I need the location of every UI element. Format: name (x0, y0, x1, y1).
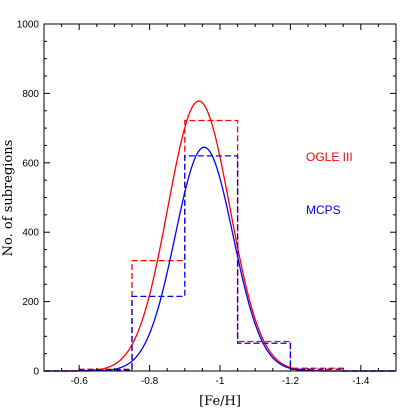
y-tick-label: 200 (22, 297, 39, 308)
legend-mcps: MCPS (306, 203, 341, 217)
x-tick-label: -0.8 (141, 376, 159, 387)
y-tick-label: 600 (22, 158, 39, 169)
x-tick-label: -1.4 (352, 376, 370, 387)
y-axis-label: No. of subregions (1, 140, 16, 257)
mcps-gaussian-fit (44, 146, 396, 372)
x-axis-label: [Fe/H] (199, 394, 241, 409)
y-tick-label: 400 (22, 228, 39, 239)
y-tick-label: 0 (33, 367, 39, 378)
x-tick-label: -1.2 (282, 376, 300, 387)
legend-ogle-iii: OGLE III (306, 150, 353, 164)
ogle-iii-gaussian-fit (44, 100, 396, 372)
y-tick-label: 800 (22, 89, 39, 100)
y-tick-label: 1000 (17, 20, 40, 31)
x-tick-label: -1 (216, 376, 225, 387)
plot-frame (43, 23, 397, 372)
mcps-histogram (44, 155, 396, 372)
x-tick-label: -0.6 (71, 376, 89, 387)
